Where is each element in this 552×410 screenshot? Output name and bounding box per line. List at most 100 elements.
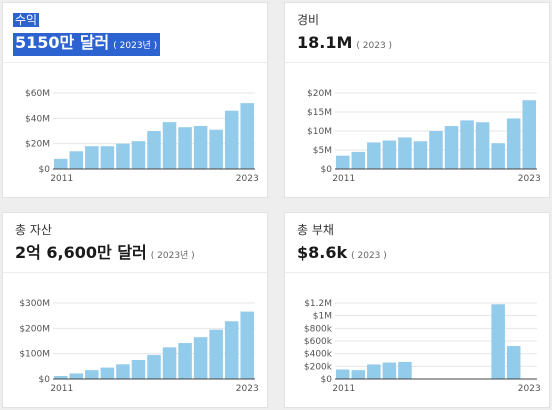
- card-header: 수익 5150만 달러( 2023년 ): [3, 3, 267, 63]
- y-tick-label: $0: [39, 375, 51, 385]
- y-tick-label: $300M: [19, 299, 50, 309]
- x-tick-label: 2011: [50, 384, 73, 394]
- bar-2023[interactable]: [240, 311, 254, 379]
- bar-2013[interactable]: [85, 370, 99, 379]
- card-value-line: $8.6k( 2023 ): [297, 243, 387, 266]
- card-value: 2억 6,600만 달러: [15, 243, 147, 262]
- y-tick-label: $1M: [313, 312, 332, 322]
- y-tick-label: $400k: [304, 350, 333, 360]
- bar-2011[interactable]: [54, 375, 68, 379]
- bar-2018[interactable]: [162, 347, 177, 379]
- bar-2015[interactable]: [116, 143, 130, 169]
- bar-2023[interactable]: [522, 100, 536, 169]
- y-tick-label: $0: [321, 165, 333, 175]
- card-header: 총 자산 2억 6,600만 달러( 2023년 ): [3, 213, 267, 273]
- bar-2015[interactable]: [116, 364, 130, 379]
- x-tick-label: 2023: [236, 174, 259, 184]
- total-assets-bar-chart: $0 $100M $200M $300M 2011 2023: [19, 299, 258, 394]
- y-tick-label: $1.2M: [304, 299, 332, 309]
- bar-2020[interactable]: [193, 125, 208, 169]
- bar-2014[interactable]: [382, 362, 397, 379]
- bar-2021[interactable]: [209, 329, 223, 379]
- card-title: 총 자산: [15, 223, 52, 237]
- total-liabilities-bar-chart: $0 $200k $400k $600k $800k $1M $1.2M 2011 2023: [304, 299, 541, 394]
- y-tick-label: $60M: [25, 89, 50, 99]
- card-title: 총 부채: [297, 223, 334, 237]
- x-tick-label: 2011: [332, 384, 355, 394]
- card-value: 18.1M: [297, 33, 353, 52]
- bar-2020[interactable]: [193, 337, 208, 379]
- bar-2019[interactable]: [178, 343, 192, 379]
- card-title: 경비: [297, 13, 320, 27]
- bar-2015[interactable]: [398, 137, 412, 169]
- bar-2022[interactable]: [224, 321, 239, 379]
- bar-2022[interactable]: [506, 118, 521, 169]
- bar-2021[interactable]: [209, 129, 223, 169]
- bar-2013[interactable]: [367, 142, 381, 169]
- y-tick-label: $5M: [313, 146, 332, 156]
- bar-2019[interactable]: [460, 120, 474, 169]
- y-tick-label: $200M: [19, 324, 50, 334]
- x-tick-label: 2023: [518, 384, 541, 394]
- bar-2014[interactable]: [100, 367, 115, 379]
- bar-2017[interactable]: [147, 354, 161, 379]
- card-header: 총 부채 $8.6k( 2023 ): [285, 213, 549, 273]
- bar-2013[interactable]: [367, 364, 381, 379]
- bar-2022[interactable]: [506, 346, 521, 379]
- y-tick-label: $800k: [304, 324, 333, 334]
- y-tick-label: $40M: [25, 114, 50, 124]
- card-value-line: 2억 6,600만 달러( 2023년 ): [15, 243, 195, 266]
- bar-2018[interactable]: [444, 126, 459, 169]
- y-tick-label: $10M: [307, 127, 332, 137]
- bar-2011[interactable]: [336, 369, 350, 380]
- bar-2012[interactable]: [69, 151, 84, 169]
- bar-2016[interactable]: [131, 141, 146, 169]
- card-year-note: ( 2023 ): [351, 251, 387, 261]
- card-value-line: 18.1M( 2023 ): [297, 33, 392, 56]
- card-title: 수익: [13, 13, 40, 27]
- bar-2018[interactable]: [162, 122, 177, 169]
- x-tick-label: 2011: [50, 174, 73, 184]
- bar-2021[interactable]: [491, 143, 505, 169]
- bar-2012[interactable]: [351, 151, 366, 169]
- bar-2014[interactable]: [382, 140, 397, 170]
- y-tick-label: $200k: [304, 362, 333, 372]
- card-value-line: 5150만 달러( 2023년 ): [13, 33, 161, 56]
- bar-2011[interactable]: [336, 155, 350, 169]
- bar-2014[interactable]: [100, 146, 115, 169]
- card-value: $8.6k: [297, 243, 348, 262]
- card-year-note: ( 2023년 ): [150, 251, 195, 261]
- y-tick-label: $0: [39, 165, 51, 175]
- bar-2019[interactable]: [178, 127, 192, 169]
- y-tick-label: $15M: [307, 108, 332, 118]
- bar-2012[interactable]: [351, 370, 366, 379]
- bar-2011[interactable]: [54, 158, 68, 169]
- expenses-card: 경비 18.1M( 2023 ) $0 $5M $10M $15M $20M 2011 20…: [284, 2, 550, 198]
- card-header: 경비 18.1M( 2023 ): [285, 3, 549, 63]
- bar-2017[interactable]: [429, 131, 443, 169]
- bar-2020[interactable]: [475, 122, 490, 169]
- bar-2017[interactable]: [147, 131, 161, 169]
- card-year-note: ( 2023 ): [356, 41, 393, 51]
- bar-2023[interactable]: [240, 103, 254, 169]
- x-tick-label: 2011: [332, 174, 355, 184]
- bar-2016[interactable]: [131, 360, 146, 379]
- bar-2012[interactable]: [69, 373, 84, 379]
- y-tick-label: $20M: [25, 140, 50, 150]
- bar-2013[interactable]: [85, 146, 99, 169]
- bar-2022[interactable]: [224, 110, 239, 169]
- x-tick-label: 2023: [518, 174, 541, 184]
- card-year-note: ( 2023년 ): [113, 41, 158, 51]
- total-assets-card: 총 자산 2억 6,600만 달러( 2023년 ) $0 $100M $200M $…: [2, 212, 268, 408]
- y-tick-label: $600k: [304, 337, 333, 347]
- bar-2016[interactable]: [413, 141, 428, 169]
- revenue-card: 수익 5150만 달러( 2023년 ) $0 $20M $40M $60M 2011 2…: [2, 2, 268, 198]
- total-liabilities-card: 총 부채 $8.6k( 2023 ) $0 $200k $400k $600k $800…: [284, 212, 550, 408]
- y-tick-label: $20M: [307, 89, 332, 99]
- expenses-bar-chart: $0 $5M $10M $15M $20M 2011 2023: [307, 89, 541, 184]
- bar-2015[interactable]: [398, 361, 412, 379]
- card-value: 5150만 달러: [15, 33, 110, 52]
- y-tick-label: $100M: [19, 350, 50, 360]
- y-tick-label: $0: [321, 375, 333, 385]
- bar-2021[interactable]: [491, 304, 505, 379]
